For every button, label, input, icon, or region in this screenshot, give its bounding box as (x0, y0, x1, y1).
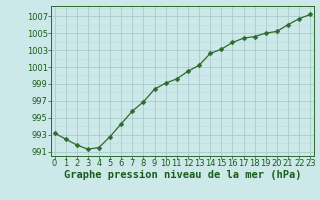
X-axis label: Graphe pression niveau de la mer (hPa): Graphe pression niveau de la mer (hPa) (64, 170, 301, 180)
